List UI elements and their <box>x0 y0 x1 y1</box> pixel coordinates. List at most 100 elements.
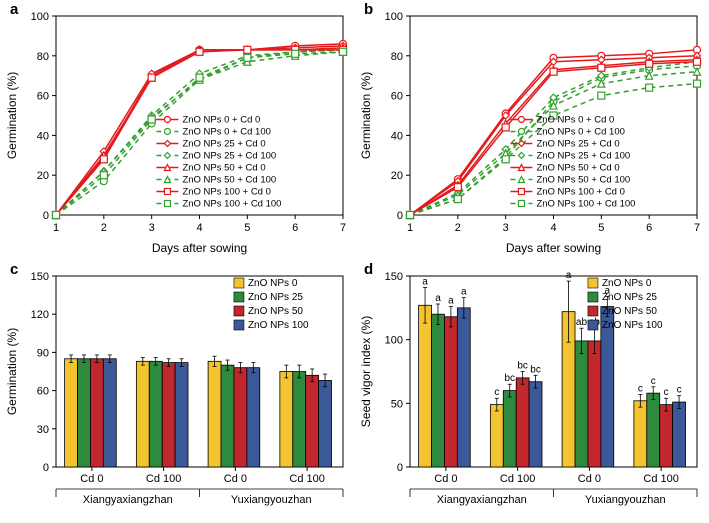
svg-text:Xiangyaxiangzhan: Xiangyaxiangzhan <box>83 494 173 506</box>
svg-text:bc: bc <box>504 373 515 384</box>
svg-text:ZnO NPs 100 + Cd 100: ZnO NPs 100 + Cd 100 <box>182 198 281 209</box>
svg-text:150: 150 <box>385 271 403 283</box>
svg-text:Days after sowing: Days after sowing <box>152 241 247 255</box>
svg-text:2: 2 <box>101 222 107 234</box>
svg-text:100: 100 <box>385 11 403 23</box>
svg-text:40: 40 <box>391 130 403 142</box>
svg-text:0: 0 <box>397 462 403 474</box>
svg-text:ZnO NPs 0 + Cd 100: ZnO NPs 0 + Cd 100 <box>182 126 270 137</box>
svg-text:Yuxiangyouzhan: Yuxiangyouzhan <box>585 494 666 506</box>
svg-text:0: 0 <box>43 210 49 222</box>
svg-text:a: a <box>461 287 467 298</box>
svg-text:1: 1 <box>53 222 59 234</box>
svg-text:Cd 100: Cd 100 <box>146 473 181 485</box>
svg-text:Cd 100: Cd 100 <box>643 473 678 485</box>
svg-text:50: 50 <box>391 398 403 410</box>
svg-text:ZnO NPs 25: ZnO NPs 25 <box>248 292 303 303</box>
svg-text:ZnO NPs 25 + Cd 100: ZnO NPs 25 + Cd 100 <box>536 150 630 161</box>
svg-text:80: 80 <box>391 51 403 63</box>
svg-text:ZnO NPs 25: ZnO NPs 25 <box>602 292 657 303</box>
svg-text:bc: bc <box>517 361 528 372</box>
svg-text:ZnO NPs 50: ZnO NPs 50 <box>602 306 657 317</box>
panel-b-line-chart: 0 20 40 60 80 100 1 2 3 4 5 6 7 Days after sowing Germ… <box>354 0 709 260</box>
svg-text:4: 4 <box>550 222 556 234</box>
svg-text:0: 0 <box>397 210 403 222</box>
svg-text:b: b <box>364 1 373 18</box>
svg-text:30: 30 <box>37 424 49 436</box>
svg-text:ZnO NPs 100 + Cd 0: ZnO NPs 100 + Cd 0 <box>536 186 624 197</box>
svg-text:7: 7 <box>340 222 346 234</box>
svg-text:20: 20 <box>37 170 49 182</box>
svg-text:a: a <box>435 293 441 304</box>
svg-text:0: 0 <box>43 462 49 474</box>
svg-text:90: 90 <box>37 347 49 359</box>
svg-text:ZnO NPs 25 + Cd 0: ZnO NPs 25 + Cd 0 <box>536 138 619 149</box>
svg-text:Cd 0: Cd 0 <box>434 473 457 485</box>
svg-text:Cd 100: Cd 100 <box>289 473 324 485</box>
svg-text:ZnO NPs 25 + Cd 0: ZnO NPs 25 + Cd 0 <box>182 138 265 149</box>
svg-text:Cd 0: Cd 0 <box>80 473 103 485</box>
svg-text:ZnO NPs 100: ZnO NPs 100 <box>248 320 309 331</box>
svg-text:c: c <box>638 383 643 394</box>
svg-text:Days after sowing: Days after sowing <box>506 241 601 255</box>
svg-text:80: 80 <box>37 51 49 63</box>
svg-text:ZnO NPs 0: ZnO NPs 0 <box>248 278 298 289</box>
svg-text:Cd 0: Cd 0 <box>578 473 601 485</box>
svg-text:3: 3 <box>149 222 155 234</box>
svg-text:Cd 0: Cd 0 <box>224 473 247 485</box>
svg-text:ZnO NPs 50: ZnO NPs 50 <box>248 306 303 317</box>
svg-text:Cd 100: Cd 100 <box>500 473 535 485</box>
figure-container: { "panels": { "a": { "label": "a", "type… <box>0 0 709 523</box>
svg-text:150: 150 <box>31 271 49 283</box>
svg-text:5: 5 <box>244 222 250 234</box>
svg-text:ZnO NPs 0 + Cd 100: ZnO NPs 0 + Cd 100 <box>536 126 624 137</box>
svg-text:c: c <box>664 387 669 398</box>
svg-text:c: c <box>651 376 656 387</box>
svg-text:2: 2 <box>455 222 461 234</box>
svg-text:ZnO NPs 50 + Cd 100: ZnO NPs 50 + Cd 100 <box>536 174 630 185</box>
svg-text:6: 6 <box>292 222 298 234</box>
svg-text:6: 6 <box>646 222 652 234</box>
svg-text:ab: ab <box>576 317 588 328</box>
svg-text:Germination (%): Germination (%) <box>5 72 19 159</box>
svg-text:ZnO NPs 25 + Cd 100: ZnO NPs 25 + Cd 100 <box>182 150 276 161</box>
svg-text:a: a <box>422 276 428 287</box>
svg-text:60: 60 <box>391 91 403 103</box>
svg-text:Seed vigor index (%): Seed vigor index (%) <box>359 316 373 427</box>
svg-text:a: a <box>566 270 572 281</box>
svg-text:20: 20 <box>391 170 403 182</box>
svg-text:Germination (%): Germination (%) <box>5 328 19 415</box>
svg-text:c: c <box>10 261 18 278</box>
svg-text:ZnO NPs 50 + Cd 0: ZnO NPs 50 + Cd 0 <box>182 162 265 173</box>
svg-text:3: 3 <box>503 222 509 234</box>
svg-text:ZnO NPs 100: ZnO NPs 100 <box>602 320 663 331</box>
svg-text:ZnO NPs 0 + Cd 0: ZnO NPs 0 + Cd 0 <box>536 114 614 125</box>
panel-a-line-chart: 0204060801001234567Days after sowingGerm… <box>0 0 355 260</box>
svg-text:a: a <box>448 296 454 307</box>
panel-d-bar-chart: 050100150aaaaCd 0cbcbcbcCd 100aababaCd 0… <box>354 260 709 523</box>
svg-text:d: d <box>364 261 373 278</box>
svg-text:c: c <box>677 385 682 396</box>
svg-text:60: 60 <box>37 386 49 398</box>
svg-text:Xiangyaxiangzhan: Xiangyaxiangzhan <box>437 494 527 506</box>
svg-text:40: 40 <box>37 130 49 142</box>
panel-c-bar-chart: 0 30 60 90 120 150 Cd 0 Cd 100 Cd 0 Cd 100 Xiangya… <box>0 260 355 523</box>
svg-text:ZnO NPs 50 + Cd 0: ZnO NPs 50 + Cd 0 <box>536 162 619 173</box>
svg-text:ZnO NPs 100 + Cd 0: ZnO NPs 100 + Cd 0 <box>182 186 270 197</box>
svg-text:ZnO NPs 100 + Cd 100: ZnO NPs 100 + Cd 100 <box>536 198 635 209</box>
svg-text:120: 120 <box>31 309 49 321</box>
svg-text:Yuxiangyouzhan: Yuxiangyouzhan <box>231 494 312 506</box>
svg-text:ZnO NPs 50 + Cd 100: ZnO NPs 50 + Cd 100 <box>182 174 276 185</box>
svg-text:ZnO NPs 0 + Cd 0: ZnO NPs 0 + Cd 0 <box>182 114 260 125</box>
svg-text:100: 100 <box>385 335 403 347</box>
svg-text:5: 5 <box>598 222 604 234</box>
svg-text:c: c <box>494 387 499 398</box>
svg-text:a: a <box>10 1 19 18</box>
svg-text:ZnO NPs 0: ZnO NPs 0 <box>602 278 652 289</box>
svg-text:7: 7 <box>694 222 700 234</box>
svg-text:4: 4 <box>196 222 202 234</box>
svg-text:Germination (%): Germination (%) <box>359 72 373 159</box>
svg-text:1: 1 <box>407 222 413 234</box>
svg-text:bc: bc <box>530 364 541 375</box>
svg-text:100: 100 <box>31 11 49 23</box>
